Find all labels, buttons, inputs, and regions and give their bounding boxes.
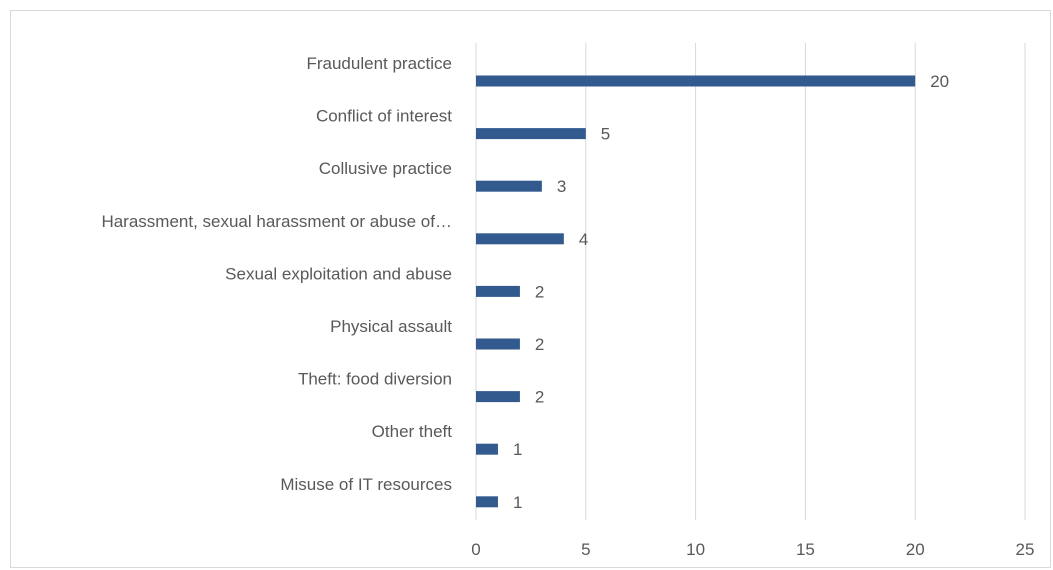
data-label: 2 (535, 388, 544, 407)
x-tick-label: 10 (686, 540, 705, 559)
bar (476, 338, 520, 350)
x-tick-label: 5 (581, 540, 590, 559)
bar (476, 391, 520, 403)
x-tick-label: 15 (796, 540, 815, 559)
category-label: Physical assault (330, 317, 452, 336)
gridlines (475, 43, 1026, 520)
bar (476, 285, 520, 297)
data-label: 2 (535, 335, 544, 354)
bar (476, 75, 916, 87)
bars (476, 75, 916, 508)
x-tick-label: 20 (906, 540, 925, 559)
category-label: Harassment, sexual harassment or abuse o… (101, 212, 452, 231)
category-label: Conflict of interest (316, 107, 452, 126)
chart-frame (10, 10, 1051, 568)
category-label: Sexual exploitation and abuse (225, 264, 452, 283)
data-label: 5 (601, 125, 610, 144)
category-label: Other theft (372, 422, 453, 441)
category-label: Collusive practice (319, 159, 452, 178)
x-tick-label: 0 (471, 540, 480, 559)
data-label: 2 (535, 282, 544, 301)
bar (476, 496, 498, 508)
category-label: Fraudulent practice (306, 54, 452, 73)
data-label: 3 (557, 177, 566, 196)
data-label: 4 (579, 230, 588, 249)
x-tick-label: 25 (1016, 540, 1035, 559)
bar (476, 128, 586, 140)
bar (476, 443, 498, 455)
data-label: 1 (513, 440, 522, 459)
bar (476, 233, 564, 245)
category-label: Theft: food diversion (298, 370, 452, 389)
bar (476, 180, 542, 192)
category-label: Misuse of IT resources (280, 475, 452, 494)
data-label: 1 (513, 493, 522, 512)
data-label: 20 (930, 72, 949, 91)
